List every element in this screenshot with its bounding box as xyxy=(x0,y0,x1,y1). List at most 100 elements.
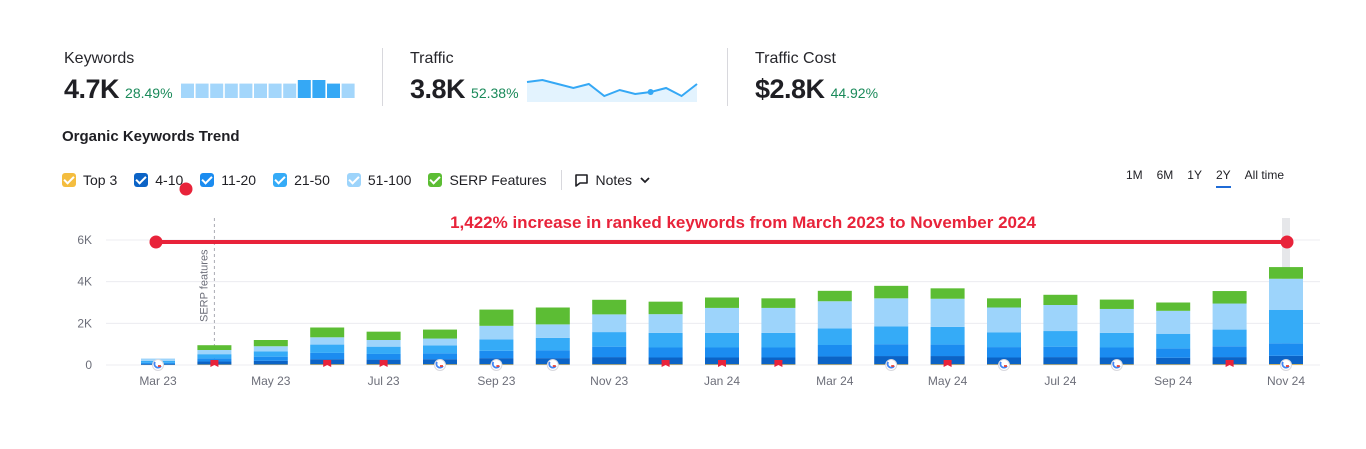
bar-segment xyxy=(423,353,457,360)
bar-segment xyxy=(1043,331,1078,347)
bar-segment xyxy=(648,301,683,315)
bar-segment xyxy=(310,327,345,338)
section-title: Organic Keywords Trend xyxy=(62,128,240,145)
bar-segment xyxy=(1043,305,1078,332)
bar-segment xyxy=(930,344,965,357)
legend-serp-features[interactable]: SERP Features xyxy=(428,172,546,188)
bar-segment xyxy=(1269,343,1303,356)
bar-segment xyxy=(1043,357,1078,365)
metric-divider xyxy=(727,48,728,106)
range-2y[interactable]: 2Y xyxy=(1215,168,1231,188)
legend-label: Top 3 xyxy=(83,172,118,188)
traffic-value: 3.8K xyxy=(410,74,466,104)
range-1y[interactable]: 1Y xyxy=(1187,168,1202,182)
bar-segment xyxy=(197,358,232,362)
bar-segment xyxy=(366,346,401,354)
bar-segment xyxy=(197,345,232,350)
legend-51-100[interactable]: 51-100 xyxy=(346,172,411,188)
bar-segment xyxy=(817,364,852,365)
bar-segment xyxy=(310,337,345,345)
bar-segment xyxy=(1043,346,1078,358)
bar-segment xyxy=(705,347,739,358)
bar-segment xyxy=(423,329,457,339)
bar-segment xyxy=(1099,347,1134,358)
bar-segment xyxy=(366,331,401,340)
bar-segment xyxy=(1156,348,1191,358)
keywords-value: 4.7K xyxy=(64,74,120,104)
bar-segment xyxy=(592,314,627,333)
legend-label: 11-20 xyxy=(221,172,257,188)
bar-segment xyxy=(1099,308,1134,333)
bar-segment xyxy=(592,332,627,347)
keywords-change: 28.49% xyxy=(125,85,173,101)
bar-segment xyxy=(1212,346,1247,358)
y-tick-label: 0 xyxy=(85,358,92,372)
bar-segment xyxy=(592,346,627,358)
legend-11-20[interactable]: 11-20 xyxy=(200,172,256,188)
bar-segment xyxy=(1212,329,1247,347)
range-6m[interactable]: 6M xyxy=(1156,168,1174,182)
notes-label: Notes xyxy=(595,172,633,188)
bar-segment xyxy=(705,332,739,348)
traffic-cost-change: 44.92% xyxy=(830,85,879,101)
bar-segment xyxy=(874,298,909,327)
metric-divider xyxy=(382,48,383,106)
bar-segment xyxy=(761,347,796,358)
bar-segment xyxy=(1043,364,1078,365)
sparkline-point xyxy=(647,89,654,95)
keywords-metric[interactable]: Keywords 4.7K 28.49% xyxy=(64,50,173,104)
legend-4-10[interactable]: 4-10 xyxy=(134,172,183,188)
bar-segment xyxy=(874,326,909,345)
traffic-cost-value: $2.8K xyxy=(755,74,825,104)
bar-segment xyxy=(1099,299,1134,309)
bar-segment xyxy=(874,344,909,357)
bar-segment xyxy=(761,307,796,333)
bar-segment xyxy=(1269,267,1303,279)
bar-segment xyxy=(1212,291,1247,304)
bar-segment xyxy=(197,354,232,359)
legend-divider xyxy=(561,170,563,190)
y-tick-label: 2K xyxy=(77,316,92,330)
spark-bar xyxy=(327,83,340,98)
bar-segment xyxy=(1212,303,1247,330)
spark-bar xyxy=(195,83,209,98)
bar-segment xyxy=(366,340,401,347)
spark-bar xyxy=(283,83,297,98)
flag-icon xyxy=(943,360,952,367)
x-tick-label: Jul 24 xyxy=(1044,374,1076,388)
bar-segment xyxy=(535,324,570,338)
range-1m[interactable]: 1M xyxy=(1125,168,1143,182)
bar-segment xyxy=(423,345,457,354)
bar-segment xyxy=(592,299,627,315)
bar-segment xyxy=(817,356,852,365)
legend-21-50[interactable]: 21-50 xyxy=(273,172,330,188)
bar-segment xyxy=(479,325,514,340)
notes-dropdown[interactable]: Notes xyxy=(574,172,658,188)
sparkline xyxy=(526,78,698,98)
flag-icon xyxy=(379,360,388,367)
spark-bar xyxy=(297,80,311,98)
spark-bar xyxy=(210,83,224,98)
spark-bar xyxy=(254,83,267,98)
legend-top3[interactable]: Top 3 xyxy=(62,172,117,188)
spark-bar xyxy=(341,83,355,98)
flag-icon xyxy=(661,360,670,367)
flag-icon xyxy=(1225,360,1234,367)
legend-label: 21-50 xyxy=(294,172,330,188)
bar-segment xyxy=(310,352,345,360)
traffic-metric[interactable]: Traffic 3.8K 52.38% xyxy=(410,50,519,104)
bar-segment xyxy=(592,357,627,365)
bar-segment xyxy=(535,307,570,325)
checkbox-icon xyxy=(62,173,76,187)
legend-label: SERP Features xyxy=(449,172,547,188)
keywords-label: Keywords xyxy=(64,50,135,67)
range-all-time[interactable]: All time xyxy=(1244,168,1284,182)
x-tick-label: Jul 23 xyxy=(368,374,400,388)
bar-segment xyxy=(535,350,570,359)
bar-segment xyxy=(705,307,739,333)
bar-segment xyxy=(366,353,401,360)
traffic-cost-metric[interactable]: Traffic Cost $2.8K 44.92% xyxy=(755,50,878,104)
note-icon xyxy=(575,173,589,187)
bar-segment xyxy=(648,314,683,333)
